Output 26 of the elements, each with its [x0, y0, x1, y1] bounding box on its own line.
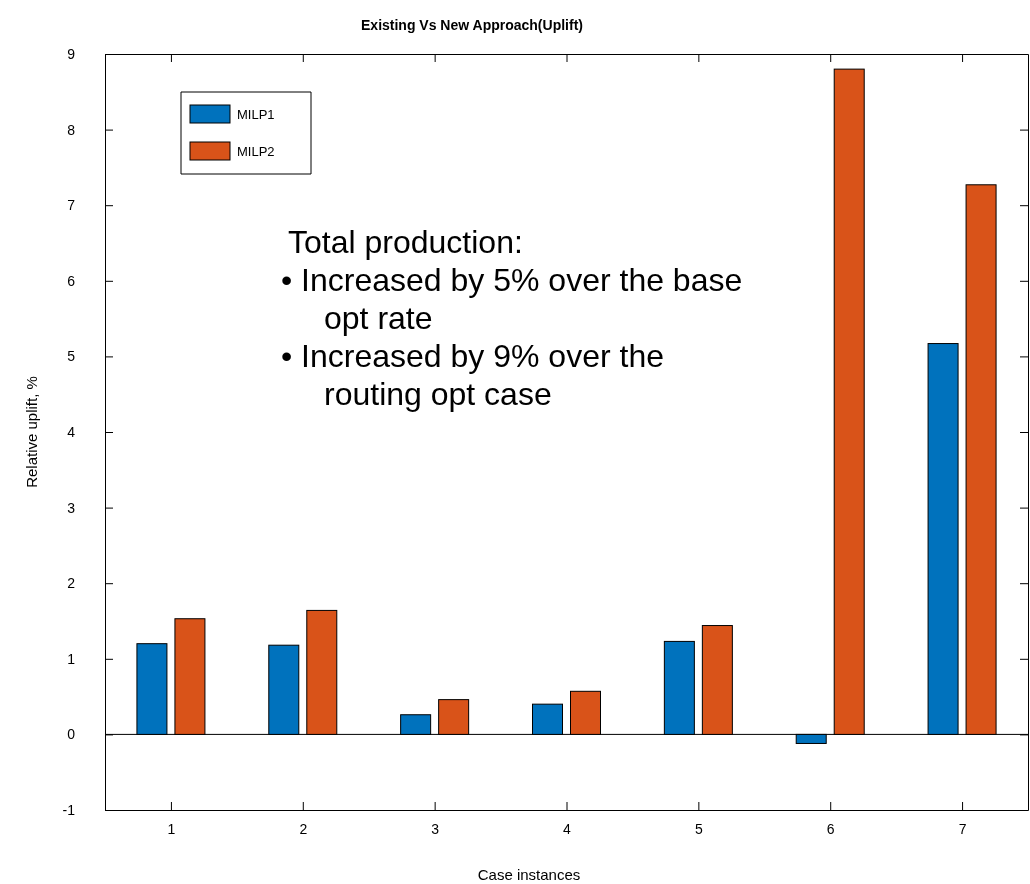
y-tick-label: 9: [67, 45, 76, 62]
x-tick-label: 6: [826, 820, 835, 837]
y-tick-label: 3: [67, 499, 76, 516]
x-tick-label: 4: [563, 820, 572, 837]
y-tick-label: 5: [67, 348, 76, 365]
annotation: Total production:: [288, 224, 523, 260]
y-tick-label: 4: [67, 423, 76, 440]
chart-title: Existing Vs New Approach(Uplift): [361, 17, 583, 33]
x-tick-label: 2: [299, 820, 308, 837]
y-tick-label: 2: [67, 575, 76, 592]
y-axis-title: Relative uplift, %: [23, 376, 40, 488]
legend-label: MILP2: [237, 143, 275, 159]
y-tick-label: 7: [67, 197, 76, 214]
y-tick-label: 6: [67, 272, 76, 289]
x-axis-title: Case instances: [477, 866, 581, 883]
legend-label: MILP1: [237, 106, 275, 122]
y-tick-label: -1: [62, 801, 76, 818]
annotation: • Increased by 9% over the routing opt case: [281, 338, 664, 412]
annotation: • Increased by 5% over the base opt rate: [281, 262, 743, 336]
y-tick-label: 0: [67, 726, 76, 743]
x-tick-label: 3: [431, 820, 440, 837]
x-tick-label: 7: [958, 820, 967, 837]
x-tick-label: 1: [167, 820, 176, 837]
y-tick-label: 1: [67, 650, 76, 667]
y-tick-label: 8: [67, 121, 76, 138]
x-tick-label: 5: [694, 820, 703, 837]
